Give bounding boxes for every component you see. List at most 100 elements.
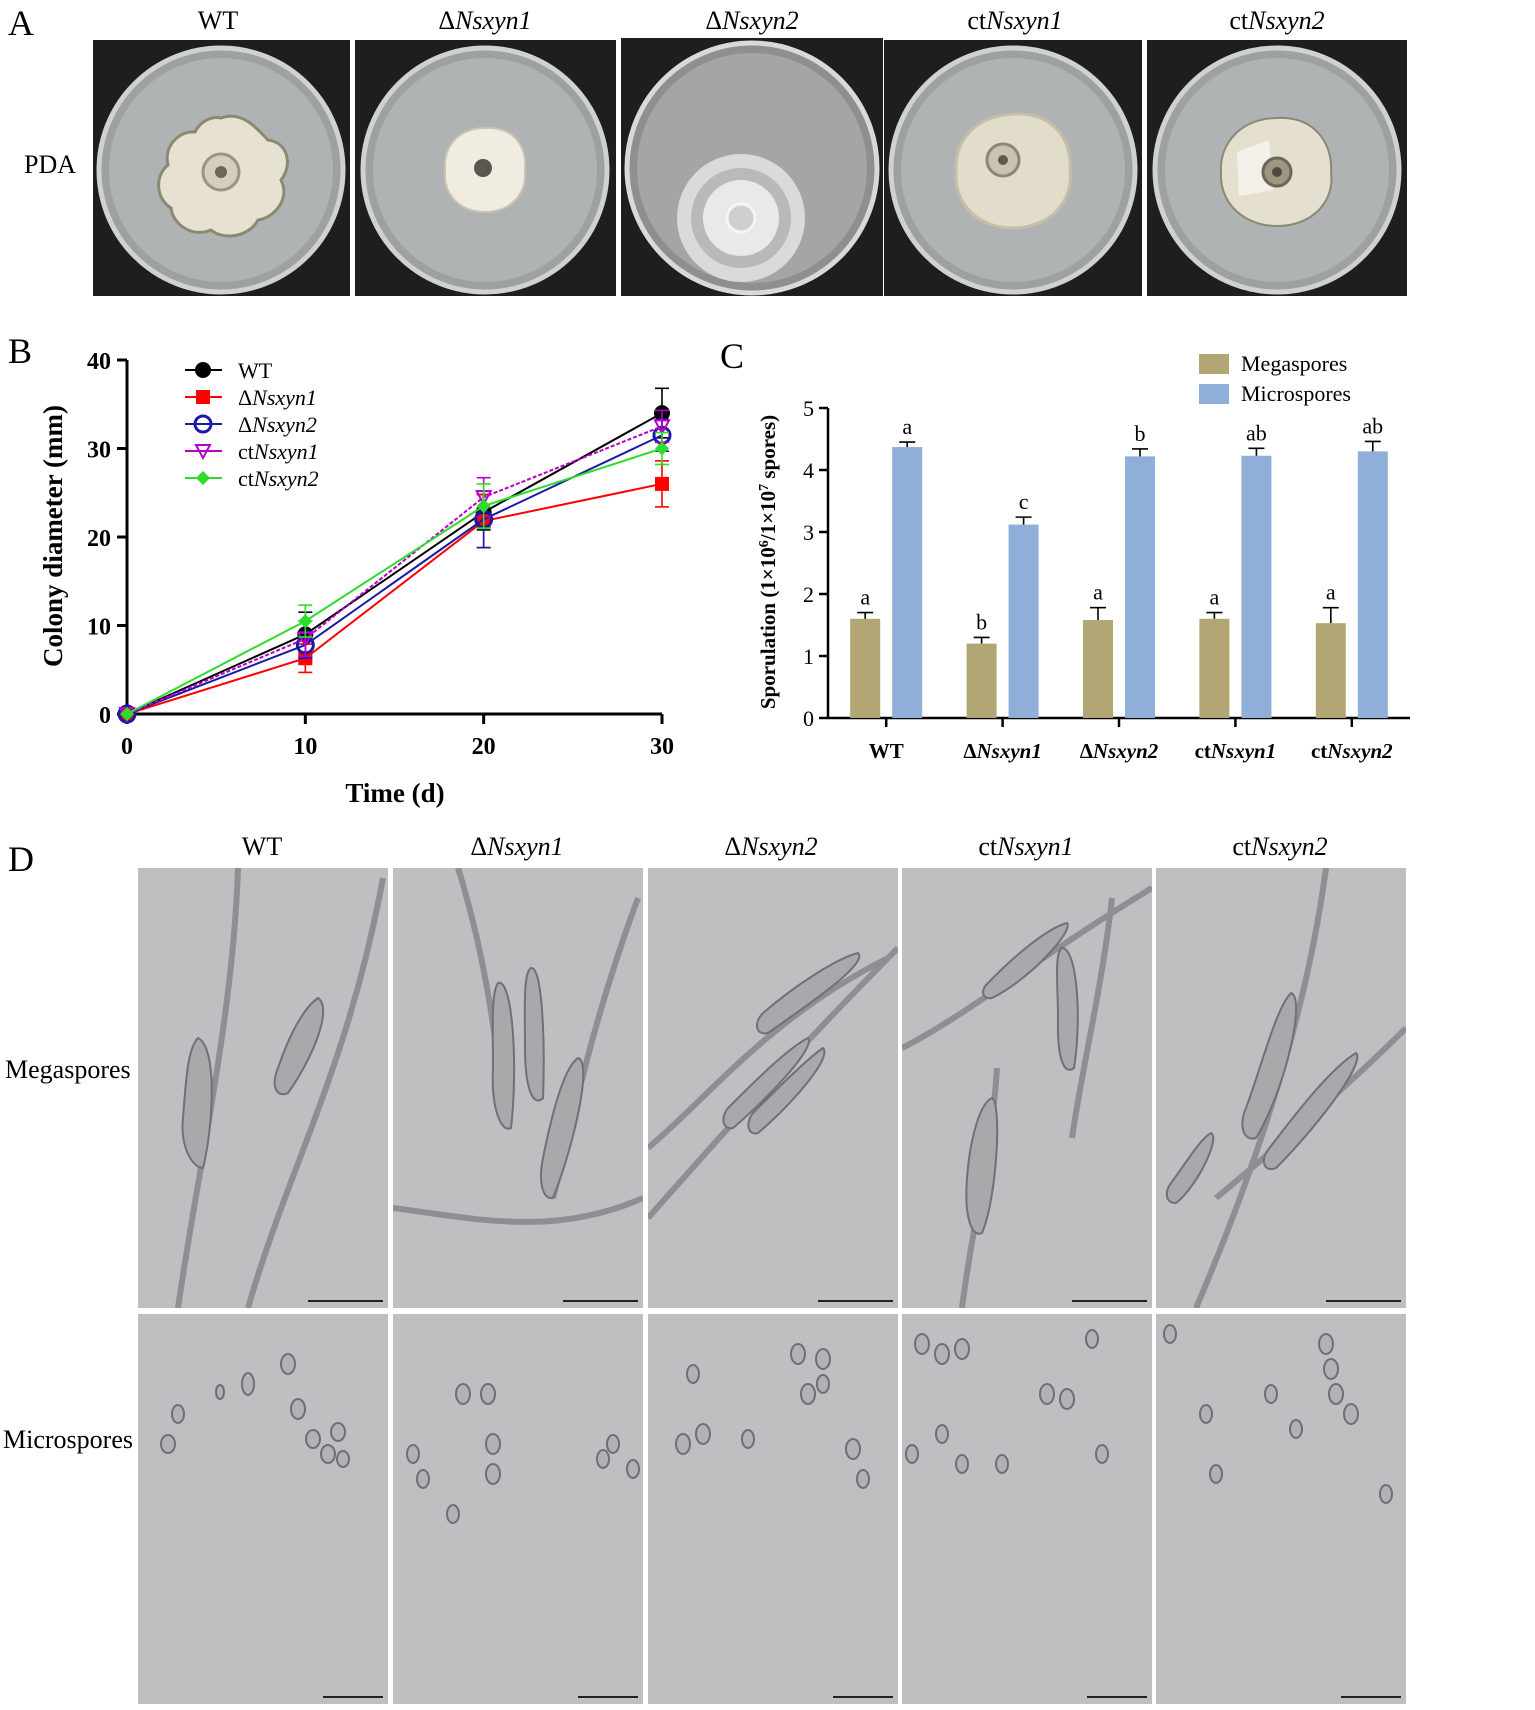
chart-c-bar [892,447,923,718]
chart-b-xtick-label: 20 [472,734,496,760]
row-label-megaspores: Megaspores [5,1055,131,1084]
chart-c-bar [1125,456,1155,718]
microspore-photo-dnsxyn1 [393,1314,643,1704]
chart-b-point [298,614,313,629]
microspore-photo-wt [138,1314,388,1704]
chart-c-significance-letter: a [1326,580,1336,605]
chart-b-legend-label: ΔNsxyn2 [238,412,317,437]
chart-c-bar [850,618,881,718]
plate-photo-ctnsxyn2 [1147,40,1407,296]
chart-b-ytick-label: 10 [87,615,111,641]
chart-b-ytick-label: 0 [99,703,111,729]
chart-b-ytick-label: 30 [87,438,111,464]
chart-b-legend-label: WT [238,358,273,383]
chart-b-point [120,707,134,721]
panel-label-d: D [8,839,34,879]
micro-label-dnsxyn1: ΔNsxyn1 [470,832,564,861]
chart-b-legend-marker [195,362,211,378]
megaspore-photo-dnsxyn1 [393,868,643,1308]
chart-b-series-line [126,447,663,715]
chart-c-xtick-label: ctNsxyn1 [1195,739,1277,763]
chart-c-significance-letter: c [1019,489,1029,514]
plate-label-dnsxyn2: ΔNsxyn2 [705,6,799,35]
chart-c-bar [1241,455,1272,718]
chart-b-point [653,419,671,436]
chart-c-ytick-label: 4 [803,458,814,483]
micro-label-ctnsxyn2: ctNsxyn2 [1232,832,1328,861]
chart-b-ytick-label: 40 [87,349,111,375]
panel-label-c: C [720,336,745,376]
chart-b-legend-marker [193,414,213,434]
megaspore-photo-dnsxyn2 [648,868,898,1308]
chart-c-significance-letter: a [1093,580,1103,605]
chart-b-xlabel: Time (d) [345,778,444,808]
plate-photo-wt [93,40,350,296]
plate-photo-dnsxyn1 [355,40,616,296]
sporulation-chart: Sporulation (1×106/1×107 spores) 0 1 2 3 4 5 W… [756,351,1410,763]
chart-c-legend-label: Microspores [1241,381,1351,406]
plate-label-ctnsxyn2: ctNsxyn2 [1229,6,1325,35]
chart-b-legend-marker [196,471,210,485]
chart-c-ylabel: Sporulation (1×106/1×107 spores) [756,415,780,709]
chart-c-ytick-label: 0 [803,706,814,731]
chart-c-significance-letter: ab [1246,420,1267,445]
chart-c-xtick-label: WT [869,739,904,763]
chart-b-series-line [126,482,663,715]
chart-c-legend-swatch [1199,384,1229,404]
chart-c-legend-label: Megaspores [1241,351,1347,376]
megaspore-photo-ctnsxyn2 [1156,868,1406,1308]
chart-c-ytick-label: 1 [803,644,814,669]
chart-c-significance-letter: a [1210,585,1220,610]
chart-b-legend-label: ΔNsxyn1 [238,385,317,410]
plate-label-dnsxyn1: ΔNsxyn1 [438,6,532,35]
megaspore-photo-wt [138,868,388,1308]
chart-c-significance-letter: b [976,609,987,634]
micro-label-wt: WT [241,832,283,861]
chart-c-bar [966,643,997,718]
chart-b-point [655,441,669,456]
chart-b-series [119,387,670,722]
microspore-photo-ctnsxyn1 [902,1314,1152,1704]
chart-c-ytick-label: 5 [803,396,814,421]
chart-c-xtick-label: ΔNsxyn1 [963,739,1042,763]
chart-c-bar [1008,524,1039,718]
chart-c-bar [1315,623,1346,718]
chart-c-xtick-label: ΔNsxyn2 [1080,739,1159,763]
chart-b-series [117,418,672,724]
megaspore-photo-ctnsxyn1 [902,868,1152,1308]
chart-c-significance-letter: a [860,585,870,610]
plate-label-ctnsxyn1: ctNsxyn1 [967,6,1063,35]
chart-b-point [655,476,669,491]
chart-c-significance-letter: a [902,414,912,439]
chart-c-legend-swatch [1199,354,1229,374]
chart-b-point [476,499,491,514]
chart-c-significance-letter: ab [1362,413,1383,438]
chart-b-legend-label: ctNsxyn1 [238,439,319,464]
chart-b-xtick-label: 30 [650,734,674,760]
micro-label-ctnsxyn1: ctNsxyn1 [978,832,1074,861]
plate-label-wt: WT [197,6,239,35]
row-label-microspores: Microspores [3,1425,133,1454]
plate-photo-ctnsxyn1 [884,40,1142,296]
panel-label-b: B [8,331,33,371]
chart-c-bar [1199,618,1230,718]
chart-b-series-line [126,425,663,715]
chart-c-xtick-label: ctNsxyn2 [1311,739,1393,763]
micro-label-dnsxyn2: ΔNsxyn2 [724,832,818,861]
chart-b-ylabel: Colony diameter (mm) [38,405,68,667]
chart-b-series [120,431,669,721]
chart-b-legend-marker [196,390,210,404]
panel-label-a: A [8,3,34,43]
plate-photo-dnsxyn2 [621,38,883,296]
chart-b-xtick-label: 10 [293,734,317,760]
microspore-photo-dnsxyn2 [648,1314,898,1704]
chart-b-ytick-label: 20 [87,526,111,552]
chart-c-significance-letter: b [1135,421,1146,446]
chart-c-bar [1357,451,1388,718]
chart-c-ytick-label: 3 [803,520,814,545]
chart-c-bar [1083,620,1113,718]
colony-diameter-chart: Colony diameter (mm) Time (d) 0 10 20 30 40 0… [38,349,674,808]
row-label-pda: PDA [24,150,77,179]
chart-b-legend-marker [194,444,212,461]
chart-b-legend-label: ctNsxyn2 [238,466,319,491]
